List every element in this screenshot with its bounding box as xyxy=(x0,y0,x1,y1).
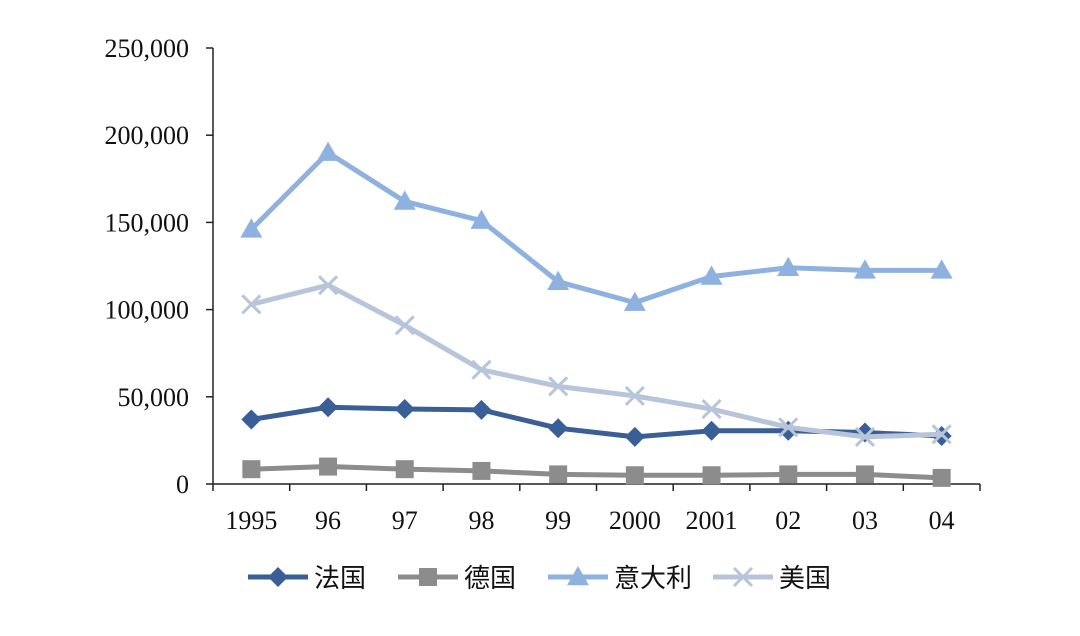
data-point xyxy=(702,466,721,485)
data-point xyxy=(854,426,876,447)
data-point xyxy=(700,265,723,285)
data-point xyxy=(241,294,262,315)
series-group xyxy=(240,141,953,487)
x-marker-stroke xyxy=(931,424,952,445)
data-point xyxy=(623,291,646,311)
legend-item-3: 意大利 xyxy=(548,564,692,594)
x-tick-label: 03 xyxy=(852,506,878,535)
data-point xyxy=(317,141,340,161)
series-line xyxy=(248,150,945,306)
x-marker-stroke xyxy=(471,359,492,380)
series-3 xyxy=(240,141,953,311)
data-point xyxy=(853,259,876,279)
data-point xyxy=(549,465,568,484)
data-point xyxy=(547,270,570,290)
data-point xyxy=(548,376,569,397)
legend-label: 德国 xyxy=(464,564,516,594)
x-marker-stroke xyxy=(854,426,876,447)
x-marker-stroke xyxy=(548,376,569,397)
x-marker-stroke xyxy=(317,275,339,296)
legend-label: 意大利 xyxy=(614,564,692,594)
x-marker-stroke xyxy=(701,398,722,420)
data-point xyxy=(394,399,415,420)
data-point xyxy=(317,275,339,296)
data-point xyxy=(854,422,875,443)
data-point xyxy=(242,460,261,479)
legend-item-2: 德国 xyxy=(398,564,516,594)
x-marker-stroke xyxy=(732,566,754,588)
x-marker-stroke xyxy=(624,385,645,406)
series-4 xyxy=(241,275,952,447)
y-tick-label: 250,000 xyxy=(105,34,190,63)
legend: 法国 德国 意大利 美国 xyxy=(248,564,831,594)
data-point xyxy=(472,461,491,480)
data-point xyxy=(318,397,339,418)
data-point xyxy=(240,218,263,238)
data-point xyxy=(471,399,492,420)
x-marker-stroke xyxy=(394,315,415,336)
y-tick-label: 100,000 xyxy=(105,296,190,325)
data-point xyxy=(625,466,644,485)
data-point xyxy=(779,465,798,484)
series-line xyxy=(248,282,945,440)
x-marker-stroke xyxy=(241,294,262,315)
x-tick-label: 97 xyxy=(392,506,418,535)
data-point xyxy=(548,418,569,439)
data-point xyxy=(701,398,722,420)
x-tick-label: 02 xyxy=(775,506,801,535)
data-point xyxy=(701,420,722,441)
y-tick-label: 200,000 xyxy=(105,121,190,150)
legend-item-4: 美国 xyxy=(713,564,831,594)
data-point xyxy=(932,468,951,487)
y-tick-label: 0 xyxy=(176,470,189,499)
x-marker-stroke xyxy=(778,417,799,438)
data-point xyxy=(930,259,953,279)
legend-item-1: 法国 xyxy=(248,564,366,594)
x-tick-label: 1995 xyxy=(225,506,277,535)
axes: 0 50,000 100,000 150,000 200,000 250,000 1995 9… xyxy=(105,34,981,535)
data-point xyxy=(931,424,952,445)
x-tick-label: 2000 xyxy=(609,506,661,535)
data-point xyxy=(395,460,414,479)
x-tick-label: 96 xyxy=(315,506,341,535)
x-tick-label: 04 xyxy=(929,506,955,535)
data-point xyxy=(394,315,415,336)
data-point xyxy=(624,426,645,447)
series-2 xyxy=(242,457,951,487)
data-point xyxy=(777,256,800,276)
series-line xyxy=(248,464,945,481)
legend-marker xyxy=(732,566,754,588)
data-point xyxy=(624,385,645,406)
x-tick-label: 2001 xyxy=(686,506,738,535)
legend-label: 法国 xyxy=(314,564,366,594)
data-point xyxy=(319,457,338,476)
data-point xyxy=(470,209,493,229)
data-point xyxy=(393,190,416,210)
x-tick-label: 98 xyxy=(468,506,494,535)
x-tick-label: 99 xyxy=(545,506,571,535)
legend-marker xyxy=(419,568,437,586)
legend-marker xyxy=(567,566,589,586)
y-tick-label: 50,000 xyxy=(118,383,190,412)
data-point xyxy=(855,465,874,484)
data-point xyxy=(471,359,492,380)
legend-label: 美国 xyxy=(779,564,831,594)
legend-marker xyxy=(268,567,288,587)
data-point xyxy=(778,417,799,438)
series-1 xyxy=(241,397,952,447)
y-tick-label: 150,000 xyxy=(105,208,190,237)
data-point xyxy=(241,409,262,430)
